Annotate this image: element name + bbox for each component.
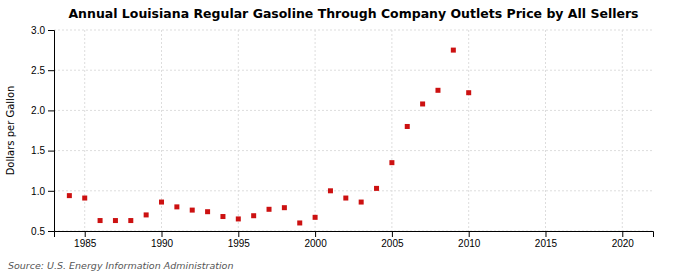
point <box>190 208 195 213</box>
tick: 1985 <box>74 231 97 249</box>
point <box>328 188 333 193</box>
grid-line <box>54 110 653 111</box>
tick: 2015 <box>535 231 558 249</box>
grid-line <box>622 30 623 231</box>
point <box>236 216 241 221</box>
tick-mark <box>622 231 623 237</box>
tick-mark <box>392 231 393 237</box>
tick-mark <box>48 70 54 71</box>
point <box>98 218 103 223</box>
tick: 0.5 <box>31 226 54 237</box>
point <box>144 212 149 217</box>
grid <box>54 30 653 231</box>
x-axis: 1985 1990 1995 2000 2005 2010 2015 2020 <box>55 231 654 249</box>
point <box>435 88 440 93</box>
tick-label: 2.0 <box>31 105 45 116</box>
point <box>343 196 348 201</box>
tick-label: 2010 <box>458 238 481 249</box>
tick-label: 2000 <box>304 238 327 249</box>
tick: 3.0 <box>31 25 54 36</box>
point <box>159 200 164 205</box>
tick: 2000 <box>304 231 327 249</box>
point <box>420 101 425 106</box>
tick: 2.5 <box>31 65 54 76</box>
tick-label: 1.5 <box>31 145 45 156</box>
annotation: Source: U.S. Energy Information Administ… <box>8 260 233 271</box>
y-axis-title: Dollars per Gallon <box>5 86 16 176</box>
tick-mark <box>48 191 54 192</box>
tick: 1995 <box>228 231 251 249</box>
grid-line <box>391 30 392 231</box>
tick: 1.5 <box>31 145 54 156</box>
grid-line <box>545 30 546 231</box>
point <box>359 200 364 205</box>
tick-label: 1995 <box>228 238 251 249</box>
point <box>297 220 302 225</box>
tick-mark <box>545 231 546 237</box>
tick-label: 2020 <box>612 238 635 249</box>
tick-label: 1990 <box>151 238 174 249</box>
point <box>128 218 133 223</box>
y-axis: 0.5 1.0 1.5 2.0 2.5 3.0 <box>31 25 54 237</box>
grid-line <box>54 190 653 191</box>
tick-label: 3.0 <box>31 25 45 36</box>
axis-line <box>48 31 55 232</box>
point <box>220 214 225 219</box>
chart: 1985 1990 1995 2000 2005 2010 2015 2020 0.5 1.0 1.… <box>0 0 675 275</box>
point <box>267 207 272 212</box>
tick-mark <box>48 30 54 31</box>
tick: 2.0 <box>31 105 54 116</box>
title: Annual Louisiana Regular Gasoline Throug… <box>68 6 638 21</box>
tick-mark <box>48 231 54 232</box>
tick-mark <box>238 231 239 237</box>
point <box>174 204 179 209</box>
tick: 2020 <box>612 231 635 249</box>
tick-mark <box>315 231 316 237</box>
point <box>313 215 318 220</box>
point <box>67 193 72 198</box>
point <box>113 218 118 223</box>
tick-mark <box>85 231 86 237</box>
tick: 2010 <box>458 231 481 249</box>
point <box>251 213 256 218</box>
point <box>405 124 410 129</box>
grid-line <box>54 150 653 151</box>
tick-label: 0.5 <box>31 226 45 237</box>
point <box>282 205 287 210</box>
point <box>451 48 456 53</box>
tick: 2005 <box>381 231 404 249</box>
grid-line <box>238 30 239 231</box>
point <box>466 90 471 95</box>
grid-line <box>315 30 316 231</box>
tick-label: 2.5 <box>31 65 45 76</box>
point <box>389 160 394 165</box>
grid-line <box>54 30 653 31</box>
tick-mark <box>469 231 470 237</box>
tick: 1.0 <box>31 186 54 197</box>
grid-line <box>468 30 469 231</box>
plot-area: 1985 1990 1995 2000 2005 2010 2015 2020 0.5 1.0 1.… <box>31 25 653 249</box>
tick-label: 1985 <box>74 238 97 249</box>
tick-label: 1.0 <box>31 186 45 197</box>
point <box>374 186 379 191</box>
tick: 1990 <box>151 231 174 249</box>
tick-mark <box>162 231 163 237</box>
grid-line <box>84 30 85 231</box>
tick-mark <box>48 151 54 152</box>
axis-line <box>55 232 654 238</box>
points <box>67 48 471 226</box>
tick-label: 2015 <box>535 238 558 249</box>
tick-label: 2005 <box>381 238 404 249</box>
point <box>82 196 87 201</box>
grid-line <box>54 70 653 71</box>
tick-mark <box>48 110 54 111</box>
point <box>205 209 210 214</box>
